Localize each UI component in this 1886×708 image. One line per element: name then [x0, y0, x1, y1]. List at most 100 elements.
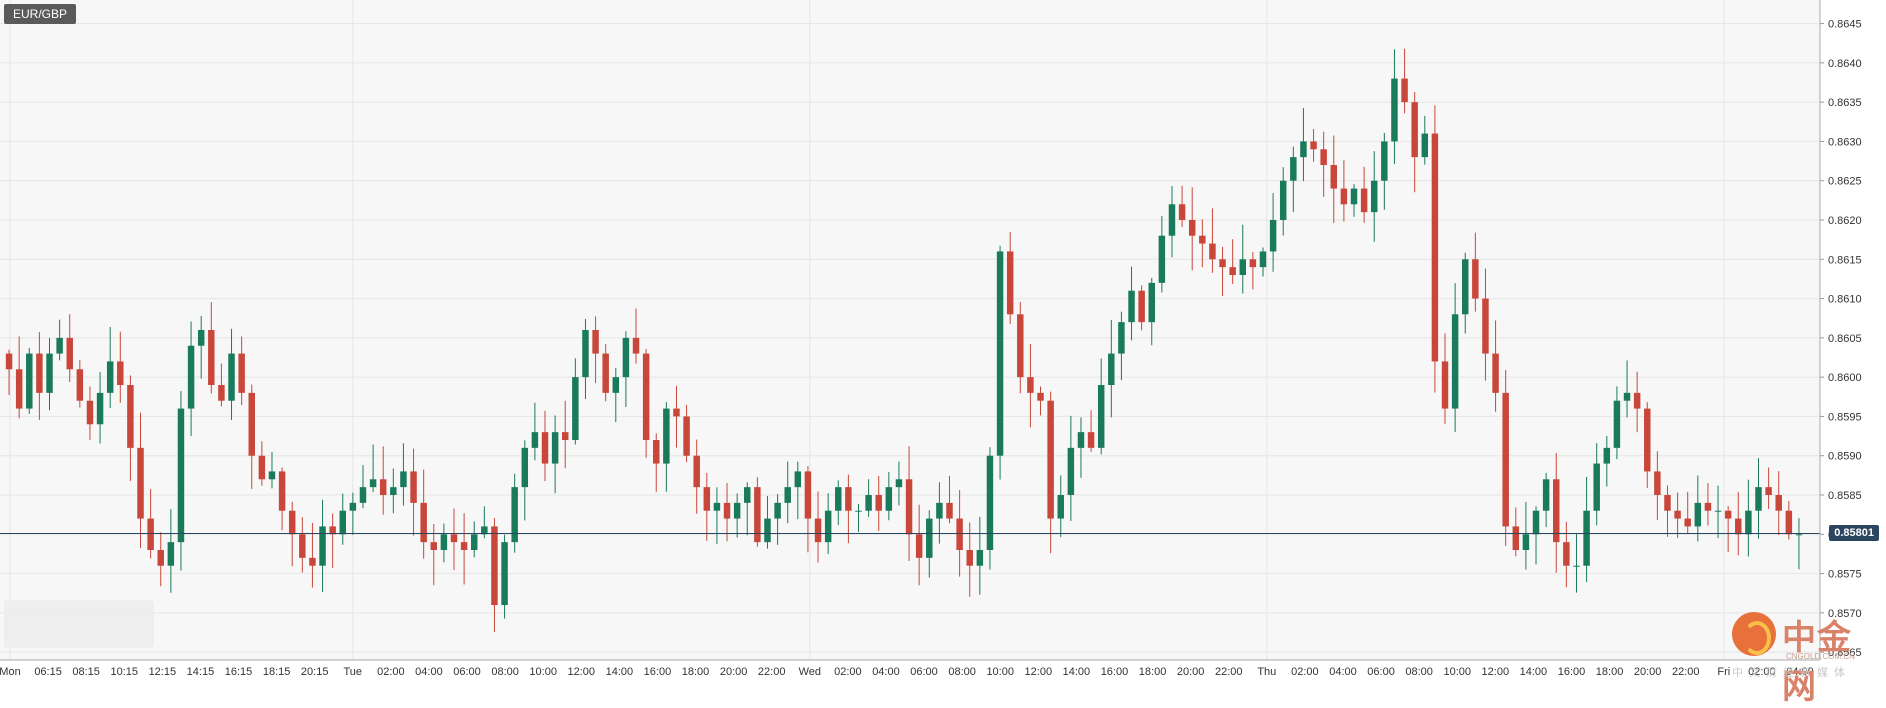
current-price-tag: 0.85801: [1829, 524, 1879, 541]
candle-body: [248, 392, 255, 456]
candle-body: [1482, 298, 1489, 354]
candle-body: [612, 377, 620, 393]
candle-body: [986, 455, 994, 550]
candle-body: [1755, 487, 1762, 511]
candle-body: [1138, 290, 1145, 323]
x-axis: Mon 06:15 08:15 10:15 12:15 14:15 16:15 18:15 20…: [0, 659, 1820, 678]
x-tick-label: 08:00: [948, 666, 976, 678]
candle-body: [299, 534, 306, 558]
candle-body: [1188, 220, 1196, 236]
x-tick-label: 16:00: [1101, 666, 1129, 678]
candle-body: [744, 487, 751, 503]
candle-body: [197, 330, 205, 346]
candle-body: [167, 542, 175, 566]
x-tick-label: 12:00: [1025, 666, 1053, 678]
candle-body: [865, 495, 872, 511]
candle-body: [26, 353, 33, 409]
x-tick-label: 22:00: [1215, 666, 1243, 678]
candle-body: [1017, 314, 1024, 378]
candle-body: [1158, 235, 1166, 283]
candle-body: [1745, 510, 1752, 535]
candle-body: [562, 432, 569, 440]
candle-body: [1451, 314, 1459, 409]
candle-body: [208, 330, 215, 385]
candle-body: [1320, 149, 1327, 165]
x-tick-label: 12:00: [568, 666, 596, 678]
candle-body: [1047, 400, 1054, 519]
candle-body: [804, 471, 812, 519]
candle-body: [319, 526, 326, 566]
candle-body: [339, 510, 346, 535]
candle-body: [531, 432, 539, 448]
candle-body: [450, 534, 458, 543]
candle-body: [814, 518, 822, 543]
candle-body: [653, 440, 660, 464]
candle-body: [258, 455, 266, 480]
candle-body: [66, 337, 73, 370]
candle-body: [1148, 282, 1155, 323]
y-tick-label: 0.8620: [1828, 215, 1862, 227]
candle-body: [602, 353, 609, 393]
candle-body: [1492, 353, 1499, 393]
candle-body: [976, 550, 984, 566]
candle-body: [1128, 290, 1135, 323]
candle-body: [137, 447, 144, 519]
candle-body: [845, 487, 852, 511]
candle-body: [582, 330, 589, 378]
x-tick-label: 04:00: [1329, 666, 1357, 678]
candle-body: [1290, 157, 1297, 181]
x-tick-label: 18:15: [263, 666, 291, 678]
candle-body: [511, 487, 518, 543]
y-tick-label: 0.8600: [1828, 372, 1862, 384]
candle-body: [278, 471, 286, 511]
candle-body: [1573, 565, 1580, 567]
candlestick-chart[interactable]: 0.8645 0.8640 0.8635 0.8630 0.8625 0.8620 0.86…: [0, 0, 1886, 682]
symbol-badge[interactable]: EUR/GBP: [4, 4, 77, 24]
y-tick-label: 0.8640: [1828, 58, 1862, 70]
candle-body: [895, 479, 903, 488]
candle-body: [1340, 188, 1348, 205]
candle-body: [410, 471, 417, 503]
candle-body: [855, 510, 862, 512]
x-tick-label: 22:00: [1672, 666, 1700, 678]
candle-body: [1654, 471, 1661, 495]
candle-body: [936, 502, 943, 519]
candle-body: [794, 471, 802, 488]
x-tick-label: 20:00: [1634, 666, 1662, 678]
candle-body: [1724, 510, 1732, 519]
x-tick-label: 06:00: [910, 666, 938, 678]
x-tick-label: 10:00: [529, 666, 557, 678]
candle-body: [1603, 447, 1611, 464]
candle-body: [1421, 133, 1429, 158]
candle-body: [956, 518, 963, 550]
candle-body: [1300, 141, 1307, 158]
candle-body: [1512, 526, 1520, 550]
candle-body: [1542, 479, 1550, 511]
candle-body: [106, 361, 114, 393]
candle-body: [1269, 220, 1277, 252]
candle-body: [733, 502, 741, 519]
candle-body: [875, 495, 882, 511]
candle-body: [96, 392, 104, 425]
y-axis: 0.8645 0.8640 0.8635 0.8630 0.8625 0.8620 0.86…: [1819, 0, 1862, 660]
cngold-logo-icon: [1732, 612, 1776, 656]
candle-body: [491, 526, 498, 605]
candle-body: [1097, 385, 1105, 448]
candle-body: [1785, 510, 1793, 535]
candle-body: [218, 385, 225, 401]
candle-body: [1593, 463, 1600, 511]
candle-body: [1249, 259, 1257, 268]
candle-body: [147, 518, 154, 550]
candle-body: [15, 369, 23, 409]
x-tick-label: 16:15: [225, 666, 253, 678]
candle-body: [592, 330, 599, 354]
candle-body: [36, 353, 43, 393]
candle-body: [127, 385, 134, 448]
x-tick-label: 20:15: [301, 666, 329, 678]
candle-body: [915, 534, 923, 558]
candle-body: [926, 518, 933, 558]
candle-body: [76, 369, 84, 401]
candle-body: [673, 408, 680, 417]
candle-body: [1795, 534, 1803, 536]
candle-body: [996, 251, 1004, 456]
